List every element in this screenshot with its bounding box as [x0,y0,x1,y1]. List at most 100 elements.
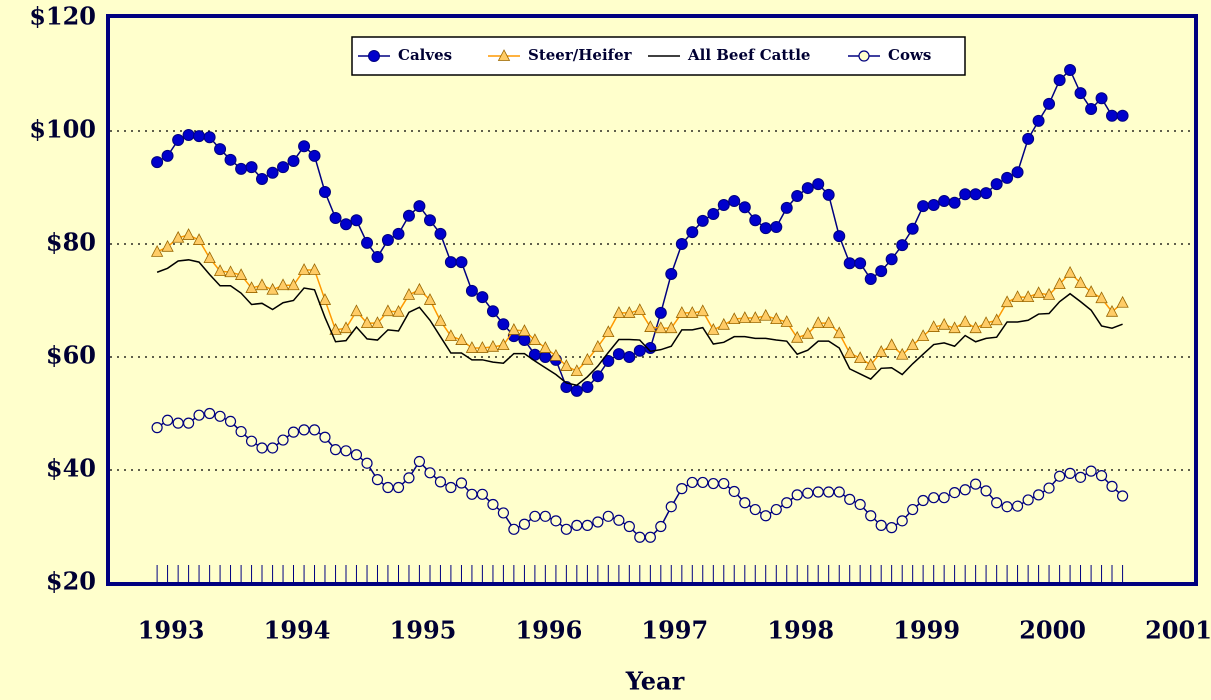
data-point [486,305,499,318]
data-point [875,265,888,278]
data-point [402,287,416,300]
data-point [1085,465,1097,477]
data-point [812,178,825,191]
data-point [1095,92,1108,105]
data-point [927,320,940,332]
data-point [896,239,909,252]
data-point [245,281,258,293]
data-point [518,324,531,336]
data-point [161,149,174,162]
data-point [696,304,709,317]
data-point [266,442,279,454]
data-point [361,457,373,469]
data-point [560,359,573,371]
data-point [602,354,615,367]
data-point [382,481,394,494]
data-point [445,481,457,494]
data-point [896,515,908,527]
data-point [1032,489,1045,501]
data-point [917,200,930,213]
data-point [634,531,646,543]
data-point [602,510,614,522]
data-point [182,228,195,240]
y-tick-label: $100 [29,115,96,144]
data-point [151,422,163,434]
data-point [287,154,300,167]
x-tick-label: 1998 [767,616,834,645]
data-point [791,189,804,202]
data-point [308,424,321,436]
data-point [182,128,195,141]
data-point [770,312,783,325]
data-point [539,351,552,363]
data-point [570,364,583,377]
data-point [455,477,468,489]
data-point [466,488,478,500]
data-point [360,316,374,329]
data-point [749,503,761,516]
data-point [823,486,835,498]
legend: Calves Steer/Heifer All Beef Cattle Cows [351,36,966,76]
data-point [224,153,237,166]
data-point [1116,295,1129,308]
data-point [780,315,793,327]
data-point [413,282,426,295]
data-point [822,188,835,201]
data-point [959,188,972,201]
series-line [156,259,1123,387]
data-point [979,316,993,329]
data-point [948,487,961,499]
data-point [381,234,394,247]
data-point [654,321,667,334]
data-point [801,182,814,195]
data-point [298,424,310,436]
legend-label: All Beef Cattle [687,46,810,64]
data-point [581,380,594,393]
data-point [1032,286,1045,299]
data-point [833,230,846,243]
data-point [728,485,740,498]
y-tick-label: $20 [46,567,96,596]
data-point [245,435,258,447]
data-point [633,303,646,316]
data-point [969,321,982,334]
data-point [865,510,877,522]
data-point [486,339,500,352]
data-point [476,341,489,353]
data-point [959,315,972,327]
x-tick-label: 1997 [641,616,708,645]
data-point [350,214,363,227]
data-point [928,492,940,504]
data-point [444,256,457,269]
data-point [497,338,510,351]
data-point [266,166,279,179]
data-point [592,516,604,528]
data-point [864,273,877,286]
data-point [938,492,950,504]
data-point [329,323,342,335]
data-point [854,498,866,511]
data-point [896,347,909,360]
data-point [529,510,541,522]
data-point [182,417,195,429]
data-point [235,162,248,175]
data-point [1063,265,1077,278]
data-point [654,306,667,319]
data-point [161,239,174,252]
data-point [245,161,258,174]
data-point [434,476,447,488]
data-point [717,199,730,212]
data-point [1106,480,1118,492]
data-point [1011,290,1024,303]
data-point [1022,132,1035,145]
data-point [697,476,709,489]
data-point [686,476,698,489]
data-point [812,316,825,329]
data-point [980,485,992,497]
data-point [214,143,227,156]
data-point [1084,285,1098,297]
data-point [791,330,804,343]
data-point [214,410,226,422]
data-point [340,445,352,457]
